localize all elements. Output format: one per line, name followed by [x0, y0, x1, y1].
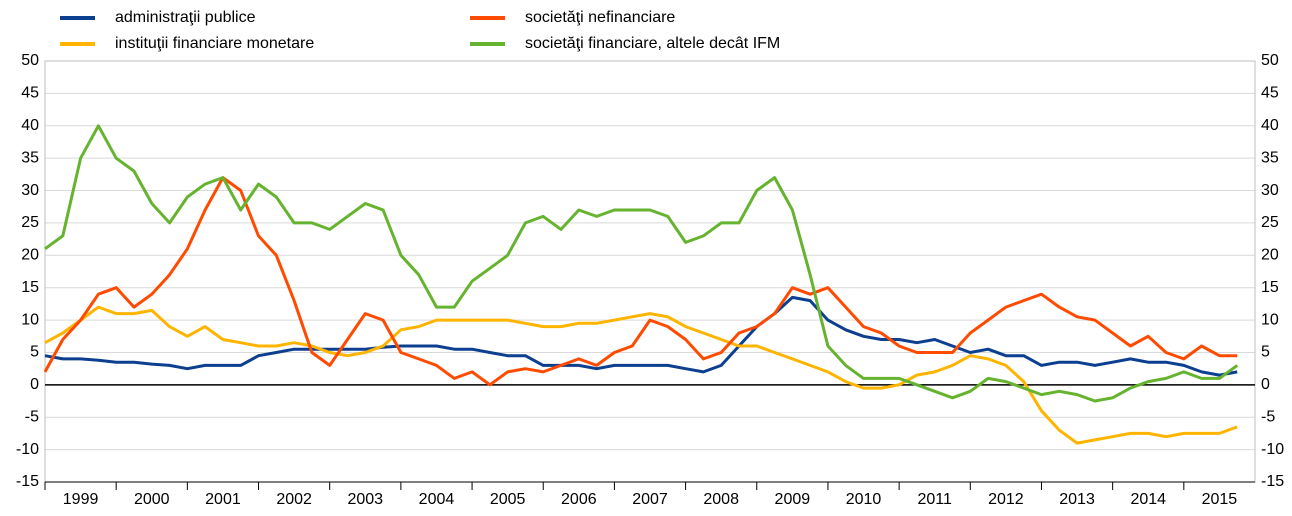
- x-tick-label: 2006: [561, 491, 597, 508]
- y-tick-label: 15: [21, 279, 39, 296]
- x-tick-label: 2005: [490, 491, 526, 508]
- x-tick-label: 2003: [347, 491, 383, 508]
- y2-tick-label: 5: [1261, 344, 1270, 361]
- x-tick-label: 2015: [1202, 491, 1238, 508]
- y-tick-label: 30: [21, 182, 39, 199]
- y-tick-label: -10: [16, 441, 39, 458]
- y2-tick-label: 40: [1261, 117, 1279, 134]
- y-tick-label: 45: [21, 85, 39, 102]
- legend-label: administraţii publice: [115, 9, 256, 26]
- y2-tick-label: 0: [1261, 376, 1270, 393]
- x-tick-label: 2000: [134, 491, 170, 508]
- y-tick-label: 25: [21, 214, 39, 231]
- x-tick-label: 2014: [1130, 491, 1166, 508]
- y2-tick-label: 25: [1261, 214, 1279, 231]
- y2-tick-label: 50: [1261, 52, 1279, 69]
- y2-tick-label: 30: [1261, 182, 1279, 199]
- y2-tick-label: 20: [1261, 247, 1279, 264]
- x-tick-label: 2004: [419, 491, 455, 508]
- legend-label: societăţi financiare, altele decât IFM: [525, 35, 780, 52]
- y2-tick-label: -10: [1261, 441, 1284, 458]
- y-tick-label: 0: [30, 376, 39, 393]
- y-tick-label: 35: [21, 149, 39, 166]
- y-tick-label: -15: [16, 473, 39, 490]
- series-line: [44, 295, 1238, 377]
- x-tick-label: 2001: [205, 491, 241, 508]
- legend-label: instituţii financiare monetare: [115, 35, 314, 52]
- y-tick-label: 5: [30, 344, 39, 361]
- x-tick-label: 2007: [632, 491, 668, 508]
- y2-tick-label: 45: [1261, 85, 1279, 102]
- x-tick-label: 1999: [63, 491, 99, 508]
- y2-tick-label: -15: [1261, 473, 1284, 490]
- x-tick-label: 2012: [988, 491, 1024, 508]
- series-line: [44, 305, 1238, 445]
- x-tick-label: 2008: [703, 491, 739, 508]
- y-tick-label: -5: [25, 408, 39, 425]
- y2-tick-label: 15: [1261, 279, 1279, 296]
- x-tick-label: 2013: [1059, 491, 1095, 508]
- y-tick-label: 20: [21, 247, 39, 264]
- series-line: [44, 124, 1239, 403]
- x-tick-label: 2010: [846, 491, 882, 508]
- y2-tick-label: 35: [1261, 149, 1279, 166]
- y2-tick-label: -5: [1261, 408, 1275, 425]
- legend-label: societăţi nefinanciare: [525, 9, 675, 26]
- y-tick-label: 10: [21, 311, 39, 328]
- y2-tick-label: 10: [1261, 311, 1279, 328]
- y-tick-label: 50: [21, 52, 39, 69]
- x-tick-label: 2009: [775, 491, 811, 508]
- y-tick-label: 40: [21, 117, 39, 134]
- series-line: [43, 176, 1238, 387]
- x-tick-label: 2011: [918, 491, 953, 508]
- x-tick-label: 2002: [276, 491, 312, 508]
- plot-frame: [44, 60, 1256, 483]
